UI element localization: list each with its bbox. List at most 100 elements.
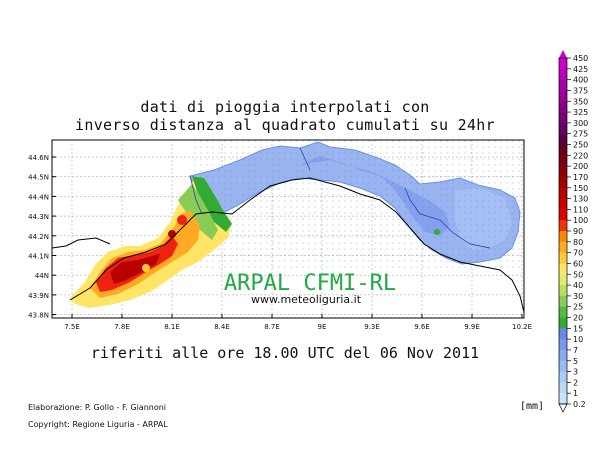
green-spot [434,229,440,235]
region-darkred [110,254,160,284]
border-west [51,237,111,249]
legend-label: 10 [573,335,583,344]
legend-swatch [559,306,567,318]
legend-swatch [559,295,567,308]
legend-label: 100 [573,216,588,225]
legend-label: 50 [573,270,583,279]
legend-swatch [559,360,567,373]
legend-label: 40 [573,281,583,290]
legend-label: 7 [573,346,578,355]
legend-label: 220 [573,151,588,160]
legend-label: 110 [573,205,588,214]
legend-label: 130 [573,195,588,204]
lon-label: 9.3E [364,323,380,331]
lat-label: 43.9N [28,292,49,300]
legend-label: 70 [573,249,583,258]
arpal-watermark: ARPAL CFMI-RL [224,271,396,296]
legend-label: 250 [573,141,588,150]
legend-swatch [559,176,567,189]
lat-label: 44N [35,272,49,280]
legend-swatch [559,90,567,102]
lat-label: 44.3N [28,213,49,221]
unit-label: [mm] [520,401,545,412]
legend-label: 2 [573,378,578,387]
lon-label: 8.4E [214,323,230,331]
legend-swatch [559,220,567,232]
legend-label: 30 [573,292,583,301]
legend-label: 20 [573,314,583,323]
legend-swatch [559,79,567,91]
legend-label: 170 [573,173,588,182]
rain-field-east [189,140,521,270]
legend-swatch [559,393,567,405]
rain-field-west [70,176,232,308]
legend-label: 300 [573,119,588,128]
legend-swatch [559,166,567,178]
legend-swatch [559,133,567,145]
legend-swatch [559,231,567,243]
legend-arrow-bottom [558,403,568,413]
lon-label: 9.6E [414,323,430,331]
legend-label: 200 [573,162,588,171]
lon-label: 8.7E [264,323,280,331]
credit-copyright: Copyright: Regione Liguria - ARPAL [28,420,168,429]
lon-label: 7.8E [114,323,130,331]
lat-label: 44.6N [28,154,49,162]
lon-label: 10.2E [512,323,532,331]
legend-swatch [559,101,567,113]
lon-label: 7.5E [64,323,80,331]
legend-label: 25 [573,303,583,312]
legend-label: 150 [573,184,588,193]
legend-label: 425 [573,65,588,74]
reference-time: riferiti alle ore 18.00 UTC del 06 Nov 2… [90,344,480,362]
legend-label: 325 [573,108,588,117]
legend-swatch [559,317,567,329]
legend-label: 350 [573,97,588,106]
region-green-light [178,184,218,240]
legend-swatch [559,155,567,167]
legend-arrow-top [559,50,567,58]
coastline [69,177,525,313]
legend-swatch [559,339,567,351]
title-line-1: dati di pioggia interpolati con [140,98,430,116]
legend-swatch [559,58,567,70]
legend-label: 275 [573,130,588,139]
legend-label: 5 [573,357,578,366]
lat-label: 44.1N [28,253,49,261]
legend-swatch [559,274,567,286]
lon-label: 8.1E [164,323,180,331]
legend-label: 15 [573,324,583,333]
legend-swatch [559,263,567,275]
legend-swatch [559,328,567,340]
legend-label: 60 [573,259,583,268]
legend-swatch [559,68,567,81]
title-line-2: inverso distanza al quadrato cumulati su… [75,116,495,134]
legend-swatch [559,285,567,297]
legend-swatch [559,122,567,135]
legend-label: 375 [573,86,588,95]
legend-label: 0.2 [573,400,586,409]
legend-swatch [559,187,567,200]
color-legend: 4504254003753503253002752502202001701501… [558,50,588,413]
legend-label: 80 [573,238,583,247]
legend-label: 90 [573,227,583,236]
legend-swatch [559,252,567,264]
region-boundary [189,147,491,249]
lon-label: 9E [318,323,327,331]
legend-label: 450 [573,54,588,63]
legend-swatch [559,371,567,383]
legend-swatch [559,198,567,210]
legend-swatch [559,112,567,124]
credit-elaboration: Elaborazione: P. Gollo - F. Giannoni [28,403,167,412]
website-label: www.meteoliguria.it [251,293,362,306]
lat-label: 44.2N [28,233,49,241]
legend-label: 400 [573,76,588,85]
legend-label: 3 [573,368,578,377]
lat-label: 43.8N [28,312,49,320]
lat-label: 44.5N [28,174,49,182]
latitude-axis: 44.6N 44.5N 44.4N 44.3N 44.2N 44.1N 44N 43.9N 43… [28,154,56,320]
legend-swatch [559,382,567,394]
lon-label: 9.9E [464,323,480,331]
legend-swatch [559,144,567,156]
